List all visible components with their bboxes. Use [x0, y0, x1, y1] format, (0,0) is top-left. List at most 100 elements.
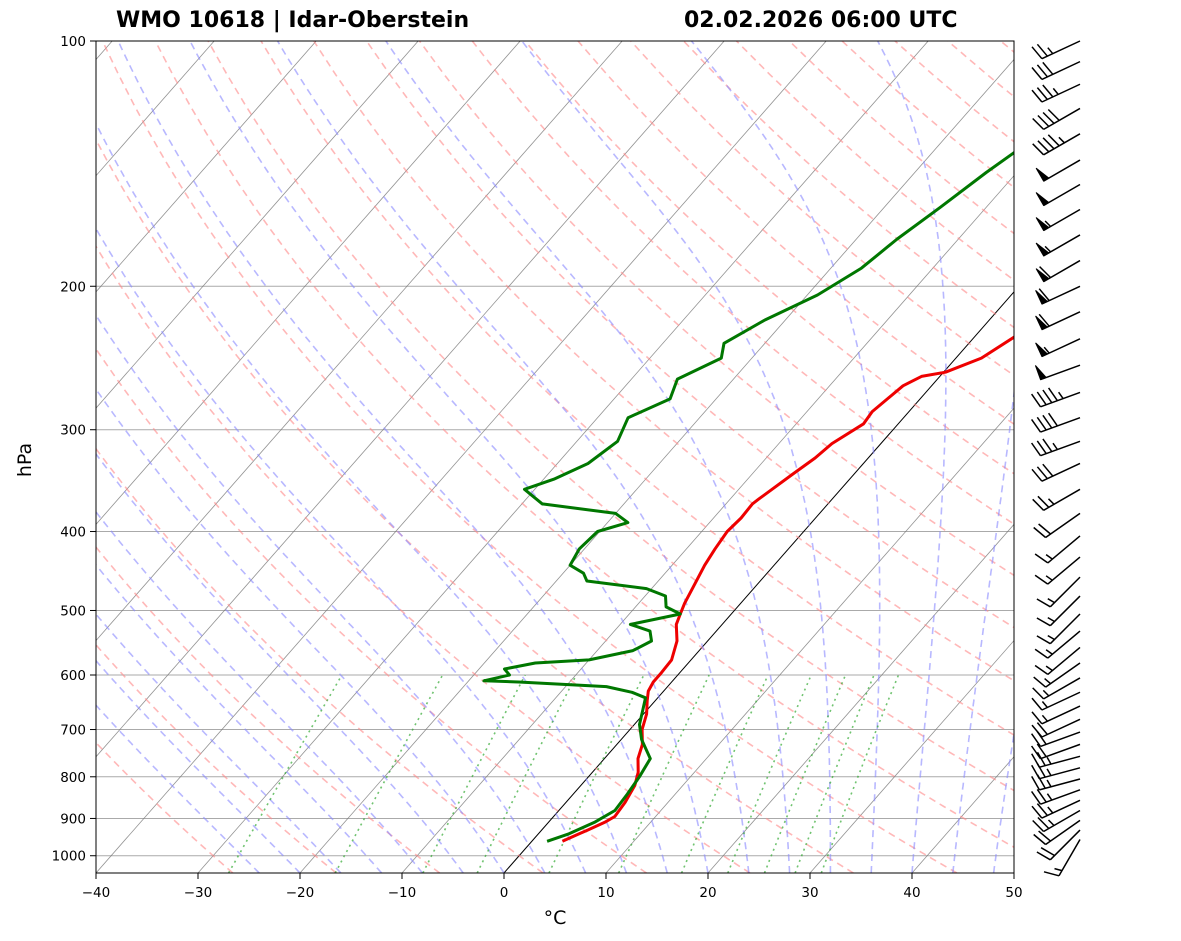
isotherm [96, 41, 725, 758]
wind-barb [1031, 751, 1081, 768]
wind-barb-feather [1034, 553, 1049, 564]
wind-barb-half-feather [1043, 346, 1050, 354]
moist-adiabat [96, 227, 587, 873]
wind-barb-feather [1032, 117, 1045, 130]
wind-barb-staff [1040, 417, 1081, 433]
wind-barb-half-feather [1042, 689, 1050, 697]
isotherm [911, 756, 1014, 873]
y-tick-label: 1000 [52, 849, 86, 865]
isotherm [0, 41, 10, 873]
dry-adiabat [894, 41, 1014, 143]
x-tick-label: 20 [699, 885, 716, 901]
moist-adiabat [690, 41, 881, 873]
wind-barb [1036, 576, 1081, 608]
y-tick-label: 500 [60, 603, 86, 619]
wind-barb-feather [1034, 574, 1049, 585]
mixing-ratio-line [763, 674, 847, 873]
y-tick-label: 200 [60, 279, 86, 295]
wind-barb-staff [1043, 159, 1081, 182]
wind-barb-staff [1041, 718, 1081, 738]
wind-barb [1043, 839, 1081, 877]
dry-adiabat [1054, 41, 1181, 873]
wind-barb [1030, 743, 1081, 760]
wind-barb-half-feather [1047, 598, 1055, 604]
wind-barb-pennant [1035, 342, 1049, 358]
wind-barb-feather [1034, 664, 1049, 676]
wind-barb [1033, 662, 1081, 688]
moist-adiabat [96, 563, 383, 873]
x-tick-label: 50 [1005, 885, 1022, 901]
isotherm [809, 639, 1014, 873]
wind-barb-feather [1036, 788, 1047, 803]
wind-barb-staff [1043, 677, 1081, 700]
dry-adiabat [96, 643, 337, 873]
wind-barb-feather [1036, 440, 1047, 455]
wind-barb-feather [1030, 733, 1042, 747]
wind-barb-feather [1038, 288, 1050, 302]
wind-barb-feather [1037, 816, 1050, 830]
wind-barb-feather [1036, 64, 1048, 78]
moist-adiabat [96, 122, 628, 873]
x-tick-label: −10 [388, 885, 417, 901]
x-axis-ticks: −40 −30 −20 −10 0 10 20 30 40 50 [82, 873, 1023, 901]
wind-barb [1031, 60, 1081, 81]
wind-barb [1035, 208, 1081, 232]
wind-barb-staff [1041, 799, 1081, 819]
moist-adiabat [876, 41, 947, 873]
wind-barb-half-feather [1041, 714, 1048, 722]
wind-barb-staff [1045, 819, 1081, 846]
wind-barb-feather [1033, 676, 1047, 688]
wind-barb-feather [1047, 134, 1060, 147]
chart-title: WMO 10618 | Idar-Oberstein [116, 8, 470, 33]
moist-adiabat [96, 613, 342, 873]
wind-barb [1034, 630, 1081, 659]
wind-barb-feather [1032, 498, 1045, 511]
wind-barb [1035, 338, 1081, 358]
mixing-ratio-line [794, 674, 875, 873]
wind-barb-feather [1036, 466, 1048, 480]
wind-barb [1034, 646, 1081, 676]
dry-adiabat [365, 41, 1014, 629]
wind-barb-feather [1036, 617, 1051, 627]
wind-barb-half-feather [1057, 391, 1064, 400]
isotherm [96, 41, 419, 409]
dry-adiabat [1106, 41, 1181, 873]
moist-adiabat [521, 41, 832, 873]
moist-adiabats [96, 41, 1014, 873]
isotherm [605, 407, 1014, 873]
isotherm [197, 41, 929, 873]
wind-barb-feather [1042, 137, 1055, 150]
wind-barb-staff [1047, 646, 1081, 675]
wind-barb-feather [1047, 412, 1059, 427]
wind-barb [1034, 535, 1081, 564]
wind-barb-half-feather [1052, 442, 1059, 450]
dry-adiabat [96, 244, 751, 873]
dry-adiabat [683, 41, 1014, 329]
y-axis-ticks: 1000 900 800 700 600 500 400 300 200 100 [52, 34, 96, 865]
wind-barb-staff [1043, 809, 1081, 833]
wind-barb-feather [1042, 84, 1054, 98]
wind-barb [1035, 159, 1081, 182]
wind-barb-feather [1036, 43, 1048, 57]
wind-barb-staff [1041, 311, 1081, 331]
wind-barb-half-feather [1052, 87, 1059, 95]
wind-barb [1031, 691, 1081, 711]
wind-barb-feather [1037, 495, 1050, 508]
wind-barb-feather [1036, 722, 1048, 735]
y-tick-label: 700 [60, 723, 86, 739]
wind-barb-staff [1041, 60, 1081, 81]
wind-barb-feather [1036, 87, 1048, 100]
wind-barb-feather [1036, 391, 1047, 406]
wind-barb-half-feather [1046, 779, 1052, 788]
mixing-ratio-line [422, 674, 526, 873]
dry-adiabats [96, 41, 1181, 873]
wind-barb-half-feather [1046, 768, 1052, 776]
y-tick-label: 100 [60, 34, 86, 50]
isotherm [96, 41, 317, 293]
wind-barb-feather [1031, 89, 1043, 103]
wind-barb-half-feather [1046, 793, 1053, 801]
temperature-trace [561, 335, 1014, 843]
dry-adiabat [96, 138, 854, 873]
wind-barb-feather [1031, 711, 1043, 725]
wind-barb-feather [1033, 526, 1047, 539]
